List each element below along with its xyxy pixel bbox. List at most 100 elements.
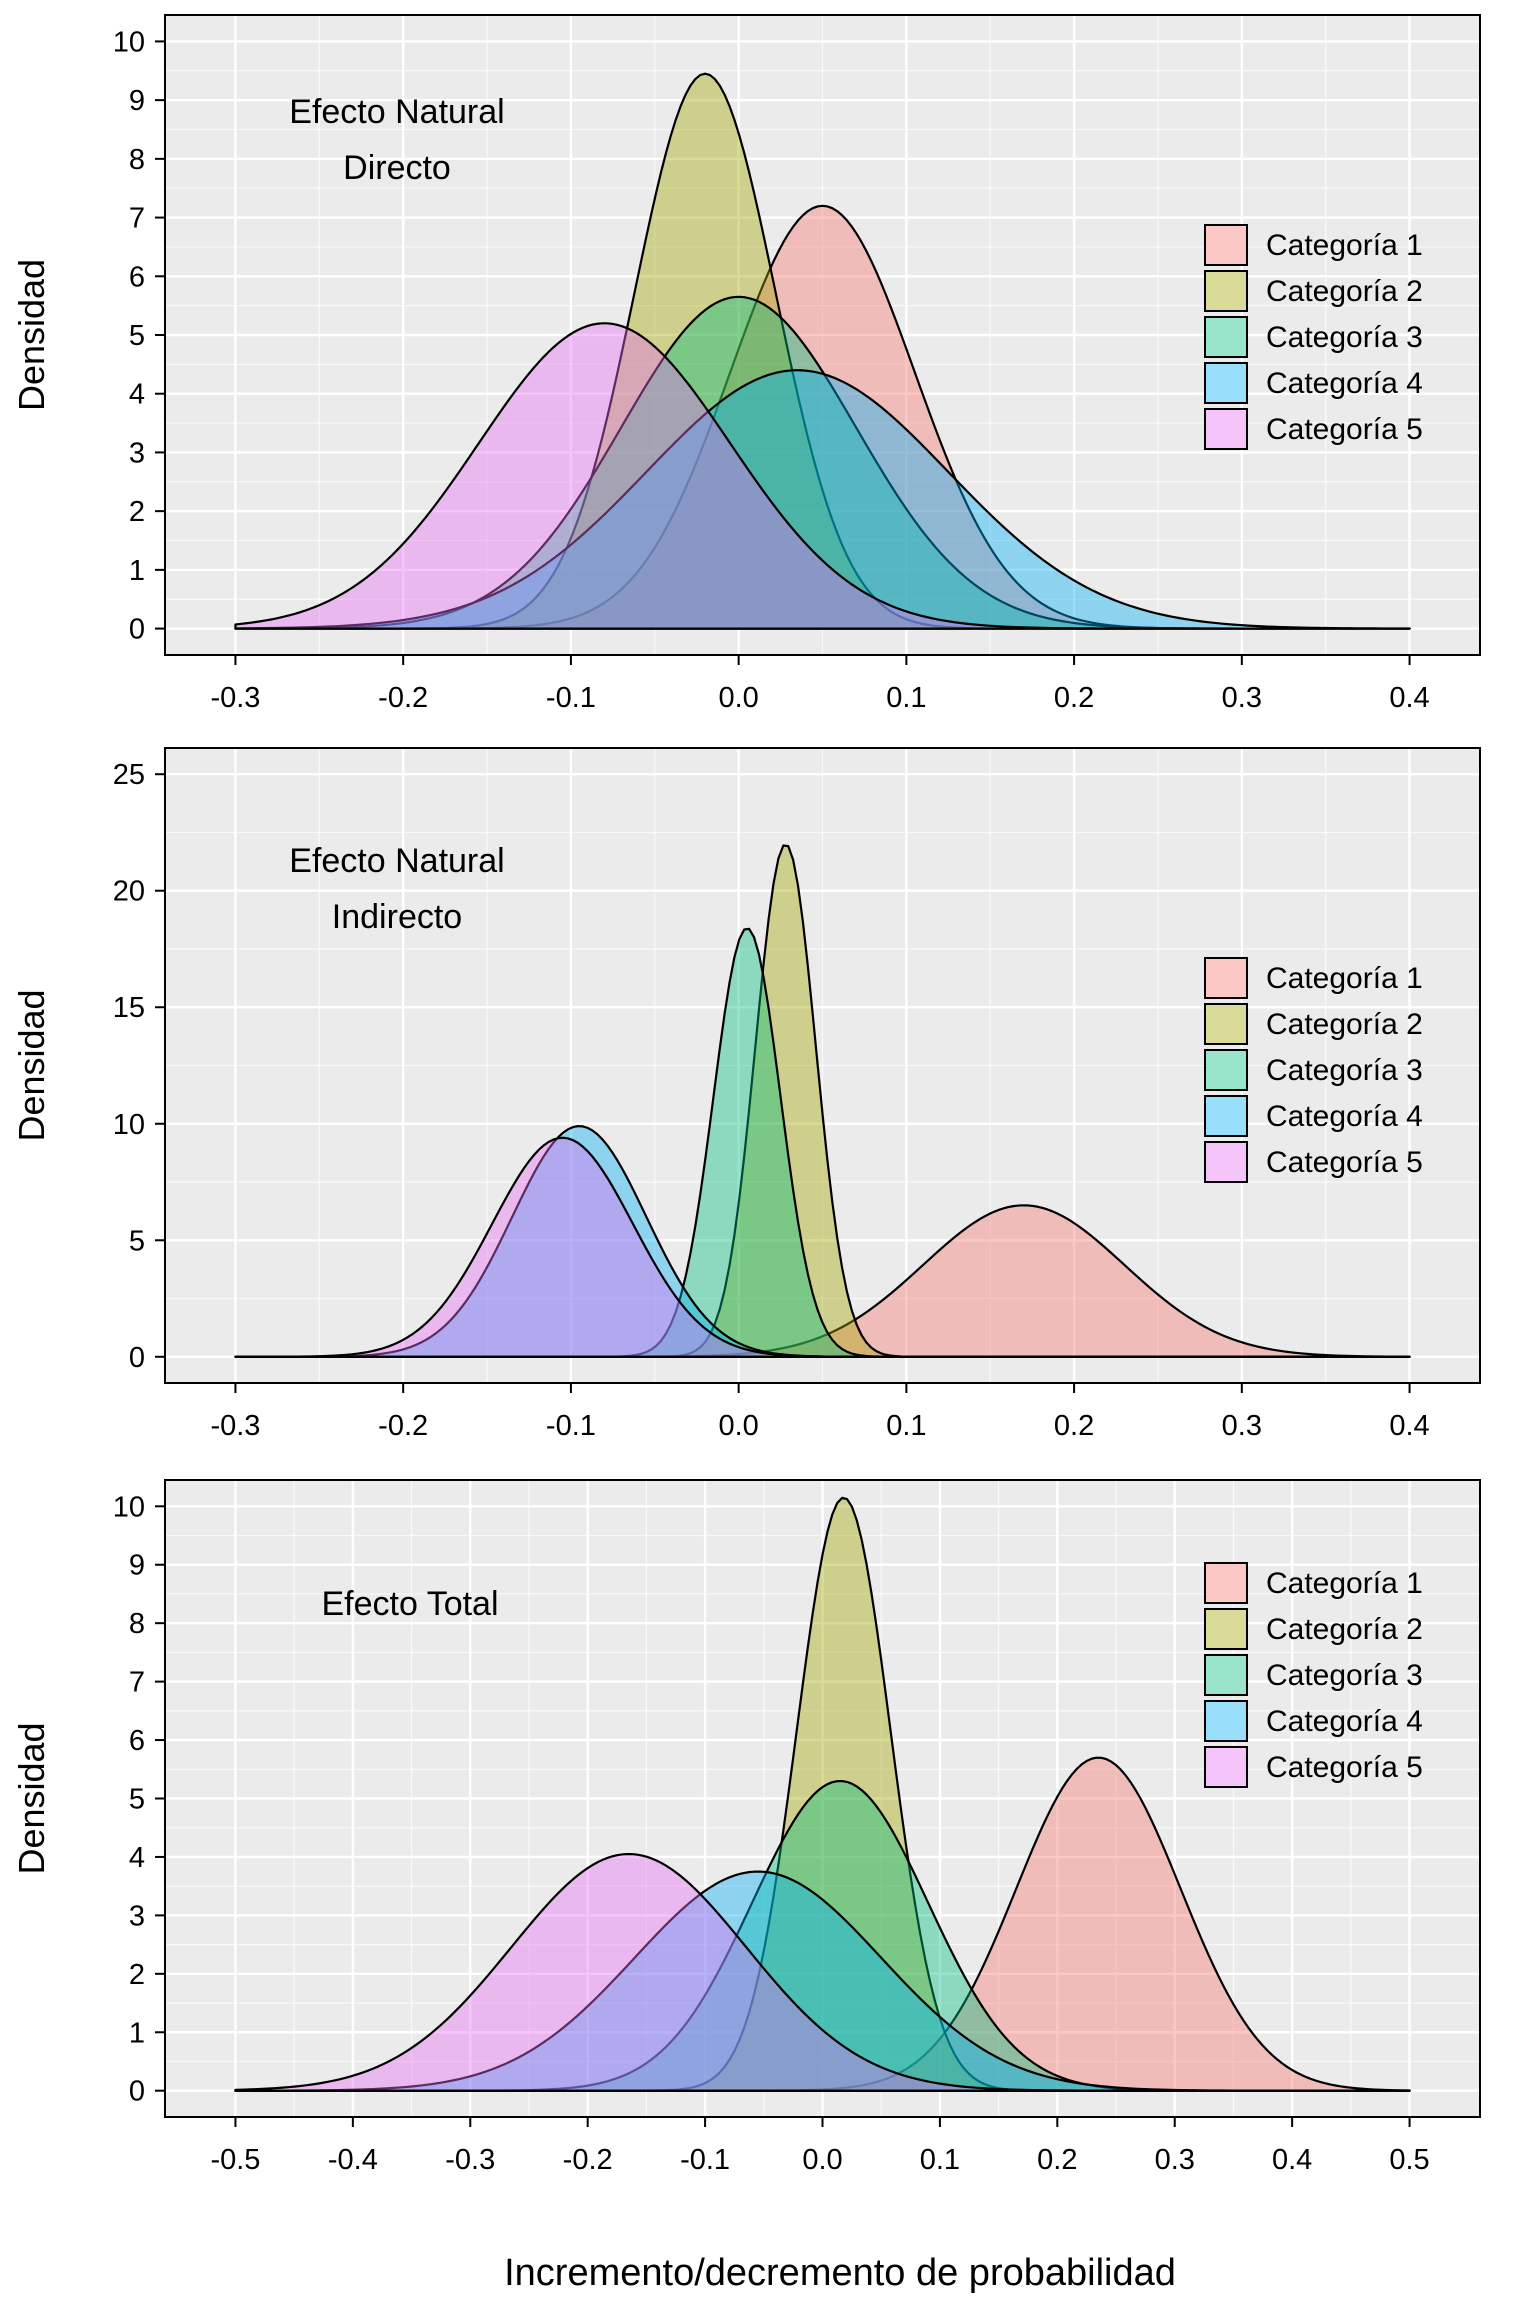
- y-tick-label: 4: [129, 379, 145, 411]
- legend-swatch: [1204, 316, 1248, 358]
- y-axis-label: Densidad: [11, 989, 52, 1141]
- legend: Categoría 1 Categoría 2 Categoría 3 Categor…: [1204, 1562, 1423, 1788]
- legend-swatch-bg: [1205, 1004, 1247, 1044]
- y-tick-label: 1: [129, 2017, 145, 2049]
- x-tick-label: 0.2: [1037, 2144, 1077, 2176]
- legend-swatch: [1204, 957, 1248, 999]
- y-tick-label: 2: [129, 1959, 145, 1991]
- y-tick-label: 10: [113, 26, 145, 58]
- density-series-categoria-5: [234, 1852, 1411, 2092]
- x-tick-label: -0.1: [680, 2144, 730, 2176]
- x-tick-label: -0.2: [563, 2144, 613, 2176]
- legend-swatch-bg: [1205, 1050, 1247, 1090]
- density-series-categoria-5: [234, 1136, 1411, 1358]
- y-tick-label: 7: [129, 203, 145, 235]
- density-areas: [234, 1496, 1411, 2092]
- panel-annotation: Indirecto: [332, 898, 462, 936]
- legend-swatch-bg: [1205, 317, 1247, 357]
- legend-swatch: [1204, 1654, 1248, 1696]
- x-tick-label: 0.3: [1155, 2144, 1195, 2176]
- legend-label: Categoría 5: [1266, 1751, 1423, 1784]
- x-tick-label: 0.3: [1222, 1410, 1262, 1442]
- y-tick-label: 8: [129, 1608, 145, 1640]
- y-tick-label: 8: [129, 144, 145, 176]
- legend-label: Categoría 5: [1266, 413, 1423, 446]
- panel-border: [164, 747, 1481, 1384]
- legend-swatch-bg: [1205, 1563, 1247, 1603]
- x-tick-label: -0.3: [445, 2144, 495, 2176]
- x-tick-label: 0.3: [1222, 682, 1262, 714]
- legend-swatch-bg: [1205, 1609, 1247, 1649]
- y-tick-label: 9: [129, 1550, 145, 1582]
- legend-swatch-bg: [1205, 409, 1247, 449]
- y-tick-label: 15: [113, 992, 145, 1024]
- y-tick-label: 3: [129, 1900, 145, 1932]
- y-tick-label: 9: [129, 85, 145, 117]
- legend-swatch-bg: [1205, 958, 1247, 998]
- legend-swatch: [1204, 1608, 1248, 1650]
- x-tick-label: 0.5: [1389, 2144, 1429, 2176]
- legend-label: Categoría 5: [1266, 1146, 1423, 1179]
- y-tick-label: 2: [129, 496, 145, 528]
- legend-swatch: [1204, 1049, 1248, 1091]
- legend-swatch: [1204, 270, 1248, 312]
- y-axis-label: Densidad: [11, 259, 52, 411]
- legend-label: Categoría 2: [1266, 1613, 1423, 1646]
- y-tick-label: 10: [113, 1491, 145, 1523]
- y-tick-label: 0: [129, 1342, 145, 1374]
- y-tick-label: 3: [129, 437, 145, 469]
- y-tick-label: 5: [129, 1784, 145, 1816]
- legend-swatch-bg: [1205, 271, 1247, 311]
- legend-label: Categoría 3: [1266, 321, 1423, 354]
- y-tick-label: 5: [129, 1225, 145, 1257]
- chart-panel-3: 0 1 2 3 4 5 6 7 8 9 10 -0.5 -0.4 -0.3 -0.2 -0.1 0.0 0.1 0.…: [11, 1479, 1481, 2176]
- x-tick-label: -0.3: [210, 682, 260, 714]
- x-tick-label: 0.4: [1389, 1410, 1429, 1442]
- legend: Categoría 1 Categoría 2 Categoría 3 Categor…: [1204, 224, 1423, 450]
- x-tick-label: -0.1: [546, 682, 596, 714]
- chart-panel-2: 0 5 10 15 20 25 -0.3 -0.2 -0.1 0.0 0.1 0.2 0.3 0.4 Den…: [11, 747, 1481, 1442]
- legend-label: Categoría 3: [1266, 1054, 1423, 1087]
- x-tick-label: -0.3: [210, 1410, 260, 1442]
- legend-swatch-bg: [1205, 1655, 1247, 1695]
- panel-annotation: Efecto Natural: [289, 842, 504, 880]
- x-tick-label: -0.1: [546, 1410, 596, 1442]
- legend-label: Categoría 4: [1266, 1705, 1423, 1738]
- legend-swatch-bg: [1205, 225, 1247, 265]
- density-series-categoria-5: [234, 322, 1411, 630]
- x-tick-label: -0.2: [378, 1410, 428, 1442]
- legend-swatch: [1204, 1141, 1248, 1183]
- x-tick-label: 0.1: [886, 682, 926, 714]
- x-tick-label: -0.2: [378, 682, 428, 714]
- y-tick-label: 4: [129, 1842, 145, 1874]
- y-tick-label: 0: [129, 2076, 145, 2108]
- density-series-categoria-4: [234, 369, 1411, 630]
- legend-label: Categoría 1: [1266, 1567, 1423, 1600]
- y-tick-label: 25: [113, 759, 145, 791]
- x-tick-label: -0.4: [328, 2144, 378, 2176]
- legend-swatch: [1204, 1562, 1248, 1604]
- y-tick-label: 7: [129, 1667, 145, 1699]
- legend-label: Categoría 4: [1266, 1100, 1423, 1133]
- legend-swatch-bg: [1205, 1142, 1247, 1182]
- x-axis-label: Incremento/decremento de probabilidad: [504, 2252, 1176, 2294]
- legend-label: Categoría 1: [1266, 962, 1423, 995]
- legend-swatch: [1204, 1700, 1248, 1742]
- legend-swatch: [1204, 224, 1248, 266]
- x-tick-label: 0.0: [718, 1410, 758, 1442]
- legend-swatch-bg: [1205, 1096, 1247, 1136]
- y-tick-label: 6: [129, 261, 145, 293]
- x-tick-label: 0.1: [886, 1410, 926, 1442]
- legend-label: Categoría 1: [1266, 229, 1423, 262]
- legend-swatch-bg: [1205, 1747, 1247, 1787]
- chart-panel-1: 0 1 2 3 4 5 6 7 8 9 10 -0.3 -0.2 -0.1 0.0 0.1 0.2 0.3 0.4 D…: [11, 14, 1481, 714]
- x-tick-label: 0.4: [1272, 2144, 1312, 2176]
- y-tick-label: 10: [113, 1109, 145, 1141]
- y-tick-label: 0: [129, 614, 145, 646]
- legend-swatch: [1204, 362, 1248, 404]
- y-tick-label: 5: [129, 320, 145, 352]
- x-tick-label: 0.4: [1389, 682, 1429, 714]
- legend-label: Categoría 4: [1266, 367, 1423, 400]
- x-tick-label: 0.0: [718, 682, 758, 714]
